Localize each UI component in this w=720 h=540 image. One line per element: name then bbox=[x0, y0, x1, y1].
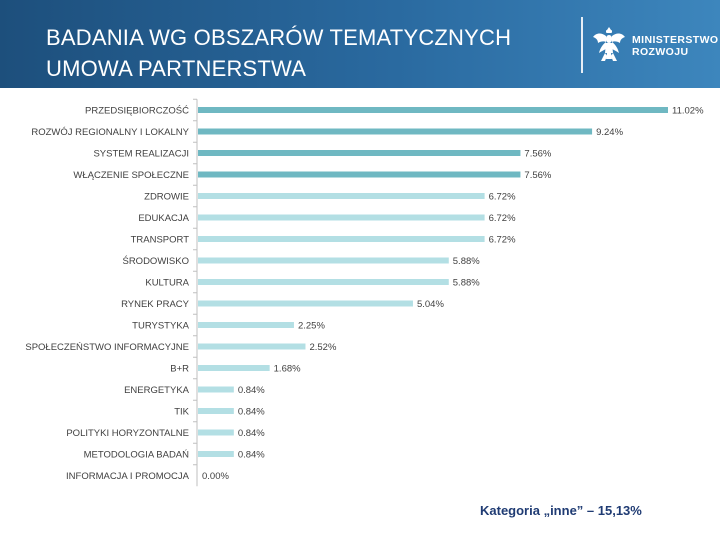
category-label: METODOLOGIA BADAŃ bbox=[84, 450, 190, 461]
category-label: EDUKACJA bbox=[138, 213, 189, 224]
value-label: 5.88% bbox=[453, 256, 480, 267]
bar bbox=[198, 236, 485, 242]
value-label: 6.72% bbox=[489, 213, 516, 224]
value-label: 1.68% bbox=[274, 364, 301, 375]
category-label: ENERGETYKA bbox=[124, 385, 190, 396]
page-title: BADANIA WG OBSZARÓW TEMATYCZNYCH UMOWA P… bbox=[46, 22, 511, 84]
value-label: 11.02% bbox=[672, 106, 704, 117]
category-label: POLITYKI HORYZONTALNE bbox=[66, 428, 189, 439]
bar bbox=[198, 171, 521, 178]
bar bbox=[198, 107, 668, 113]
bar bbox=[198, 214, 485, 221]
value-label: 2.25% bbox=[298, 321, 325, 332]
other-category-note: Kategoria „inne” – 15,13% bbox=[480, 503, 642, 518]
bar bbox=[198, 193, 485, 199]
title-line-1: BADANIA WG OBSZARÓW TEMATYCZNYCH bbox=[46, 25, 512, 50]
bar bbox=[198, 408, 234, 414]
bar-chart: PRZEDSIĘBIORCZOŚĆ 11.02% ROZWÓJ REGIONALNY… bbox=[25, 98, 704, 487]
value-label: 7.56% bbox=[524, 170, 551, 181]
value-label: 6.72% bbox=[489, 235, 516, 246]
header-divider bbox=[581, 17, 583, 73]
category-label: TRANSPORT bbox=[131, 235, 190, 246]
ministry-logo: MINISTERSTWO ROZWOJU bbox=[632, 34, 718, 58]
bar bbox=[198, 128, 593, 135]
value-label: 0.84% bbox=[238, 385, 265, 396]
category-label: ZDROWIE bbox=[144, 192, 189, 203]
value-label: 7.56% bbox=[524, 149, 551, 160]
category-label: ŚRODOWISKO bbox=[122, 255, 189, 267]
category-label: RYNEK PRACY bbox=[121, 299, 190, 310]
value-label: 0.84% bbox=[238, 407, 265, 418]
bar bbox=[198, 451, 234, 457]
bar bbox=[198, 322, 294, 328]
logo-line-1: MINISTERSTWO bbox=[632, 34, 719, 46]
value-label: 5.88% bbox=[453, 278, 480, 289]
category-label: PRZEDSIĘBIORCZOŚĆ bbox=[85, 105, 189, 117]
value-label: 0.84% bbox=[238, 428, 265, 439]
value-label: 6.72% bbox=[489, 192, 516, 203]
category-label: TIK bbox=[174, 407, 189, 418]
category-label: B+R bbox=[170, 364, 189, 375]
value-label: 2.52% bbox=[309, 342, 336, 353]
bar bbox=[198, 257, 449, 264]
bar bbox=[198, 429, 234, 436]
bar bbox=[198, 150, 521, 156]
category-label: ROZWÓJ REGIONALNY I LOKALNY bbox=[31, 127, 189, 138]
category-label: SPOŁECZEŃSTWO INFORMACYJNE bbox=[25, 342, 189, 353]
value-label: 0.00% bbox=[202, 471, 229, 482]
value-label: 0.84% bbox=[238, 450, 265, 461]
category-label: TURYSTYKA bbox=[132, 321, 190, 332]
bar bbox=[198, 386, 234, 393]
bar bbox=[198, 300, 413, 307]
header-banner: BADANIA WG OBSZARÓW TEMATYCZNYCH UMOWA P… bbox=[0, 0, 720, 88]
title-line-2: UMOWA PARTNERSTWA bbox=[46, 56, 307, 81]
category-label: KULTURA bbox=[145, 278, 189, 289]
eagle-emblem-icon bbox=[593, 27, 625, 61]
bar bbox=[198, 343, 306, 350]
value-label: 5.04% bbox=[417, 299, 444, 310]
category-label: INFORMACJA I PROMOCJA bbox=[66, 471, 190, 482]
logo-line-2: ROZWOJU bbox=[632, 46, 689, 58]
bar bbox=[198, 279, 449, 285]
category-label: WŁĄCZENIE SPOŁECZNE bbox=[73, 170, 189, 181]
value-label: 9.24% bbox=[596, 127, 623, 138]
category-label: SYSTEM REALIZACJI bbox=[93, 149, 189, 160]
bar bbox=[198, 365, 270, 371]
